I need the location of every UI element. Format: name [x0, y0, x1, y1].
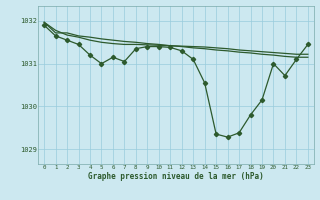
X-axis label: Graphe pression niveau de la mer (hPa): Graphe pression niveau de la mer (hPa) — [88, 172, 264, 181]
